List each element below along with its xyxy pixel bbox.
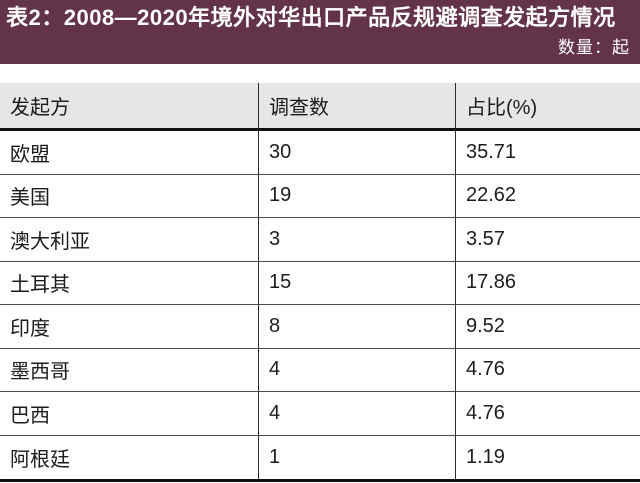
cell-count: 4 bbox=[258, 348, 455, 391]
cell-count: 19 bbox=[258, 174, 455, 217]
cell-share: 3.57 bbox=[455, 218, 640, 261]
cell-count: 1 bbox=[258, 435, 455, 479]
column-header-share: 占比(%) bbox=[455, 83, 640, 128]
cell-count: 15 bbox=[258, 261, 455, 304]
cell-share: 22.62 bbox=[455, 174, 640, 217]
cell-initiator: 巴西 bbox=[10, 404, 50, 427]
table-body: 欧盟 30 35.71 美国 19 22.62 澳大利亚 3 3.57 土耳其 … bbox=[0, 131, 640, 482]
cell-count: 8 bbox=[258, 305, 455, 348]
cell-initiator: 欧盟 bbox=[10, 143, 50, 166]
cell-initiator: 澳大利亚 bbox=[10, 230, 90, 253]
cell-share: 4.76 bbox=[455, 392, 640, 435]
table-header-row: 发起方 调查数 占比(%) bbox=[0, 83, 640, 131]
cell-initiator: 美国 bbox=[10, 187, 50, 210]
cell-share: 4.76 bbox=[455, 348, 640, 391]
data-table: 发起方 调查数 占比(%) 欧盟 30 35.71 美国 19 22.62 澳大… bbox=[0, 83, 640, 482]
column-header-count: 调查数 bbox=[258, 83, 455, 128]
cell-count: 4 bbox=[258, 392, 455, 435]
column-header-initiator: 发起方 bbox=[10, 97, 70, 119]
cell-share: 1.19 bbox=[455, 435, 640, 479]
table-row: 墨西哥 4 4.76 bbox=[0, 348, 640, 392]
table-row: 欧盟 30 35.71 bbox=[0, 131, 640, 175]
cell-share: 17.86 bbox=[455, 261, 640, 304]
table-row: 土耳其 15 17.86 bbox=[0, 261, 640, 305]
cell-share: 35.71 bbox=[455, 131, 640, 174]
cell-initiator: 土耳其 bbox=[10, 274, 70, 297]
table-row: 印度 8 9.52 bbox=[0, 305, 640, 349]
cell-count: 3 bbox=[258, 218, 455, 261]
table-row: 美国 19 22.62 bbox=[0, 174, 640, 218]
table-row: 巴西 4 4.76 bbox=[0, 392, 640, 436]
table-title-bar: 表2：2008—2020年境外对华出口产品反规避调查发起方情况 数量：起 bbox=[0, 0, 640, 64]
cell-initiator: 印度 bbox=[10, 317, 50, 340]
cell-count: 30 bbox=[258, 131, 455, 174]
cell-initiator: 阿根廷 bbox=[10, 448, 70, 471]
table-title: 表2：2008—2020年境外对华出口产品反规避调查发起方情况 bbox=[6, 5, 616, 30]
table-row: 阿根廷 1 1.19 bbox=[0, 435, 640, 479]
cell-share: 9.52 bbox=[455, 305, 640, 348]
unit-label: 数量：起 bbox=[558, 38, 630, 57]
cell-initiator: 墨西哥 bbox=[10, 361, 70, 384]
table-row: 澳大利亚 3 3.57 bbox=[0, 218, 640, 262]
